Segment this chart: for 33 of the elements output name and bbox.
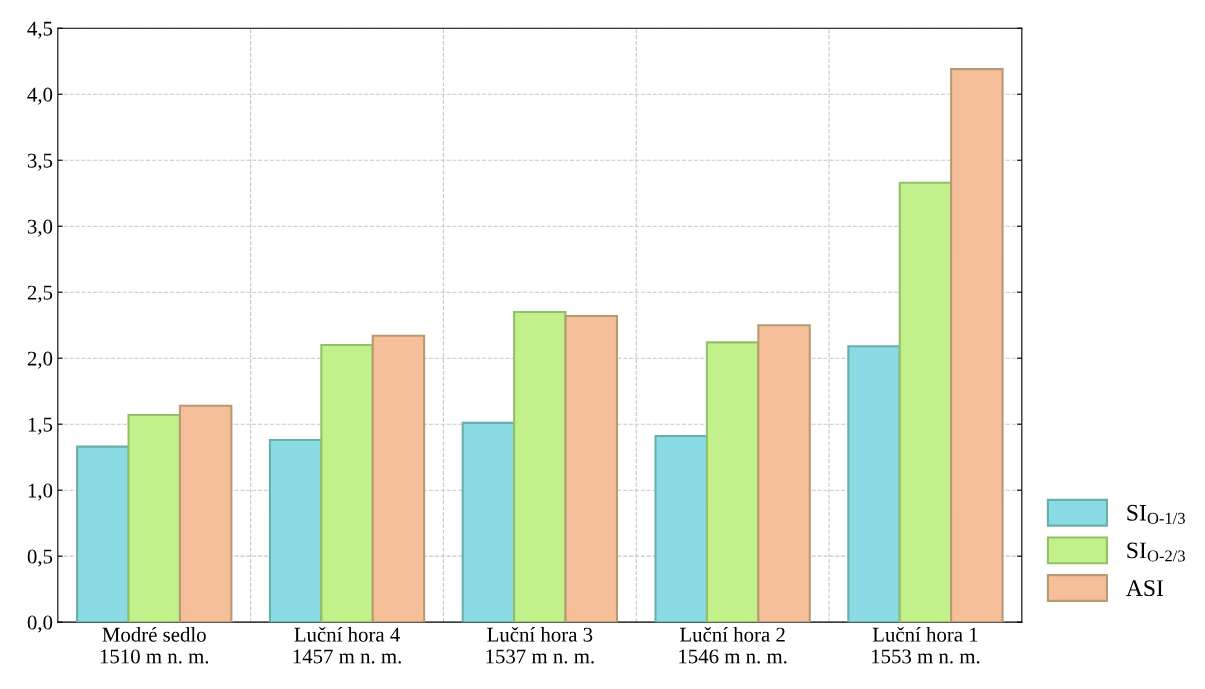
bar <box>513 310 567 623</box>
bar <box>564 314 618 623</box>
y-tick-label: 0,5 <box>27 549 53 567</box>
y-tick-label: 1,5 <box>28 417 53 435</box>
legend-label: SI$_{O-1/3}$ <box>1127 504 1185 524</box>
x-tick-label: Luční hora 1 1553 m n. m. <box>872 626 980 664</box>
bar <box>320 343 374 623</box>
legend-label: ASI <box>1126 580 1164 597</box>
y-tick-label: 3,5 <box>27 153 53 171</box>
bar <box>757 324 811 623</box>
bar <box>268 438 323 623</box>
x-tick-label: Luční hora 2 1546 m n. m. <box>679 626 787 664</box>
y-tick-label: 1,0 <box>28 483 53 501</box>
legend-label: SI$_{O-2/3}$ <box>1127 542 1185 562</box>
bar <box>178 404 233 623</box>
y-tick-label: 2,0 <box>27 351 53 369</box>
x-tick-label: Modré sedlo 1510 m n. m. <box>100 627 209 664</box>
bar <box>898 181 953 623</box>
bar <box>371 334 426 623</box>
y-tick-label: 4,5 <box>27 21 53 39</box>
bar <box>461 421 516 623</box>
bar <box>76 445 130 623</box>
y-tick-label: 4,0 <box>27 87 53 105</box>
bar <box>847 345 901 623</box>
y-tick-label: 0,0 <box>27 615 53 633</box>
bar <box>950 68 1004 623</box>
y-tick-label: 2,5 <box>27 285 53 303</box>
x-tick-label: Luční hora 4 1457 m n. m. <box>293 626 401 664</box>
bar <box>127 413 181 623</box>
y-tick-label: 3,0 <box>27 219 53 237</box>
x-tick-label: Luční hora 3 1537 m n. m. <box>486 626 594 664</box>
bar <box>654 435 708 623</box>
bar <box>705 341 760 623</box>
